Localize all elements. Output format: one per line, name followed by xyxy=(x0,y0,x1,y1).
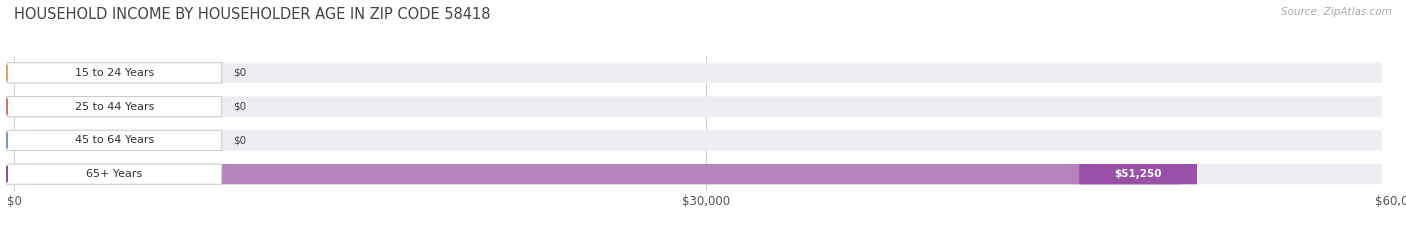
FancyBboxPatch shape xyxy=(31,164,1382,184)
FancyBboxPatch shape xyxy=(31,130,1382,151)
FancyBboxPatch shape xyxy=(1080,164,1197,184)
Text: $51,250: $51,250 xyxy=(1115,169,1161,179)
Text: $0: $0 xyxy=(233,102,246,112)
Text: 25 to 44 Years: 25 to 44 Years xyxy=(75,102,155,112)
Text: Source: ZipAtlas.com: Source: ZipAtlas.com xyxy=(1281,7,1392,17)
FancyBboxPatch shape xyxy=(7,63,222,83)
Text: HOUSEHOLD INCOME BY HOUSEHOLDER AGE IN ZIP CODE 58418: HOUSEHOLD INCOME BY HOUSEHOLDER AGE IN Z… xyxy=(14,7,491,22)
Text: $0: $0 xyxy=(233,135,246,145)
FancyBboxPatch shape xyxy=(7,164,222,184)
Text: 15 to 24 Years: 15 to 24 Years xyxy=(75,68,155,78)
FancyBboxPatch shape xyxy=(31,63,1382,83)
Text: 45 to 64 Years: 45 to 64 Years xyxy=(75,135,155,145)
Text: $0: $0 xyxy=(233,68,246,78)
FancyBboxPatch shape xyxy=(31,164,1180,184)
FancyBboxPatch shape xyxy=(7,130,222,151)
FancyBboxPatch shape xyxy=(31,96,1382,117)
Text: 65+ Years: 65+ Years xyxy=(86,169,142,179)
FancyBboxPatch shape xyxy=(7,96,222,117)
